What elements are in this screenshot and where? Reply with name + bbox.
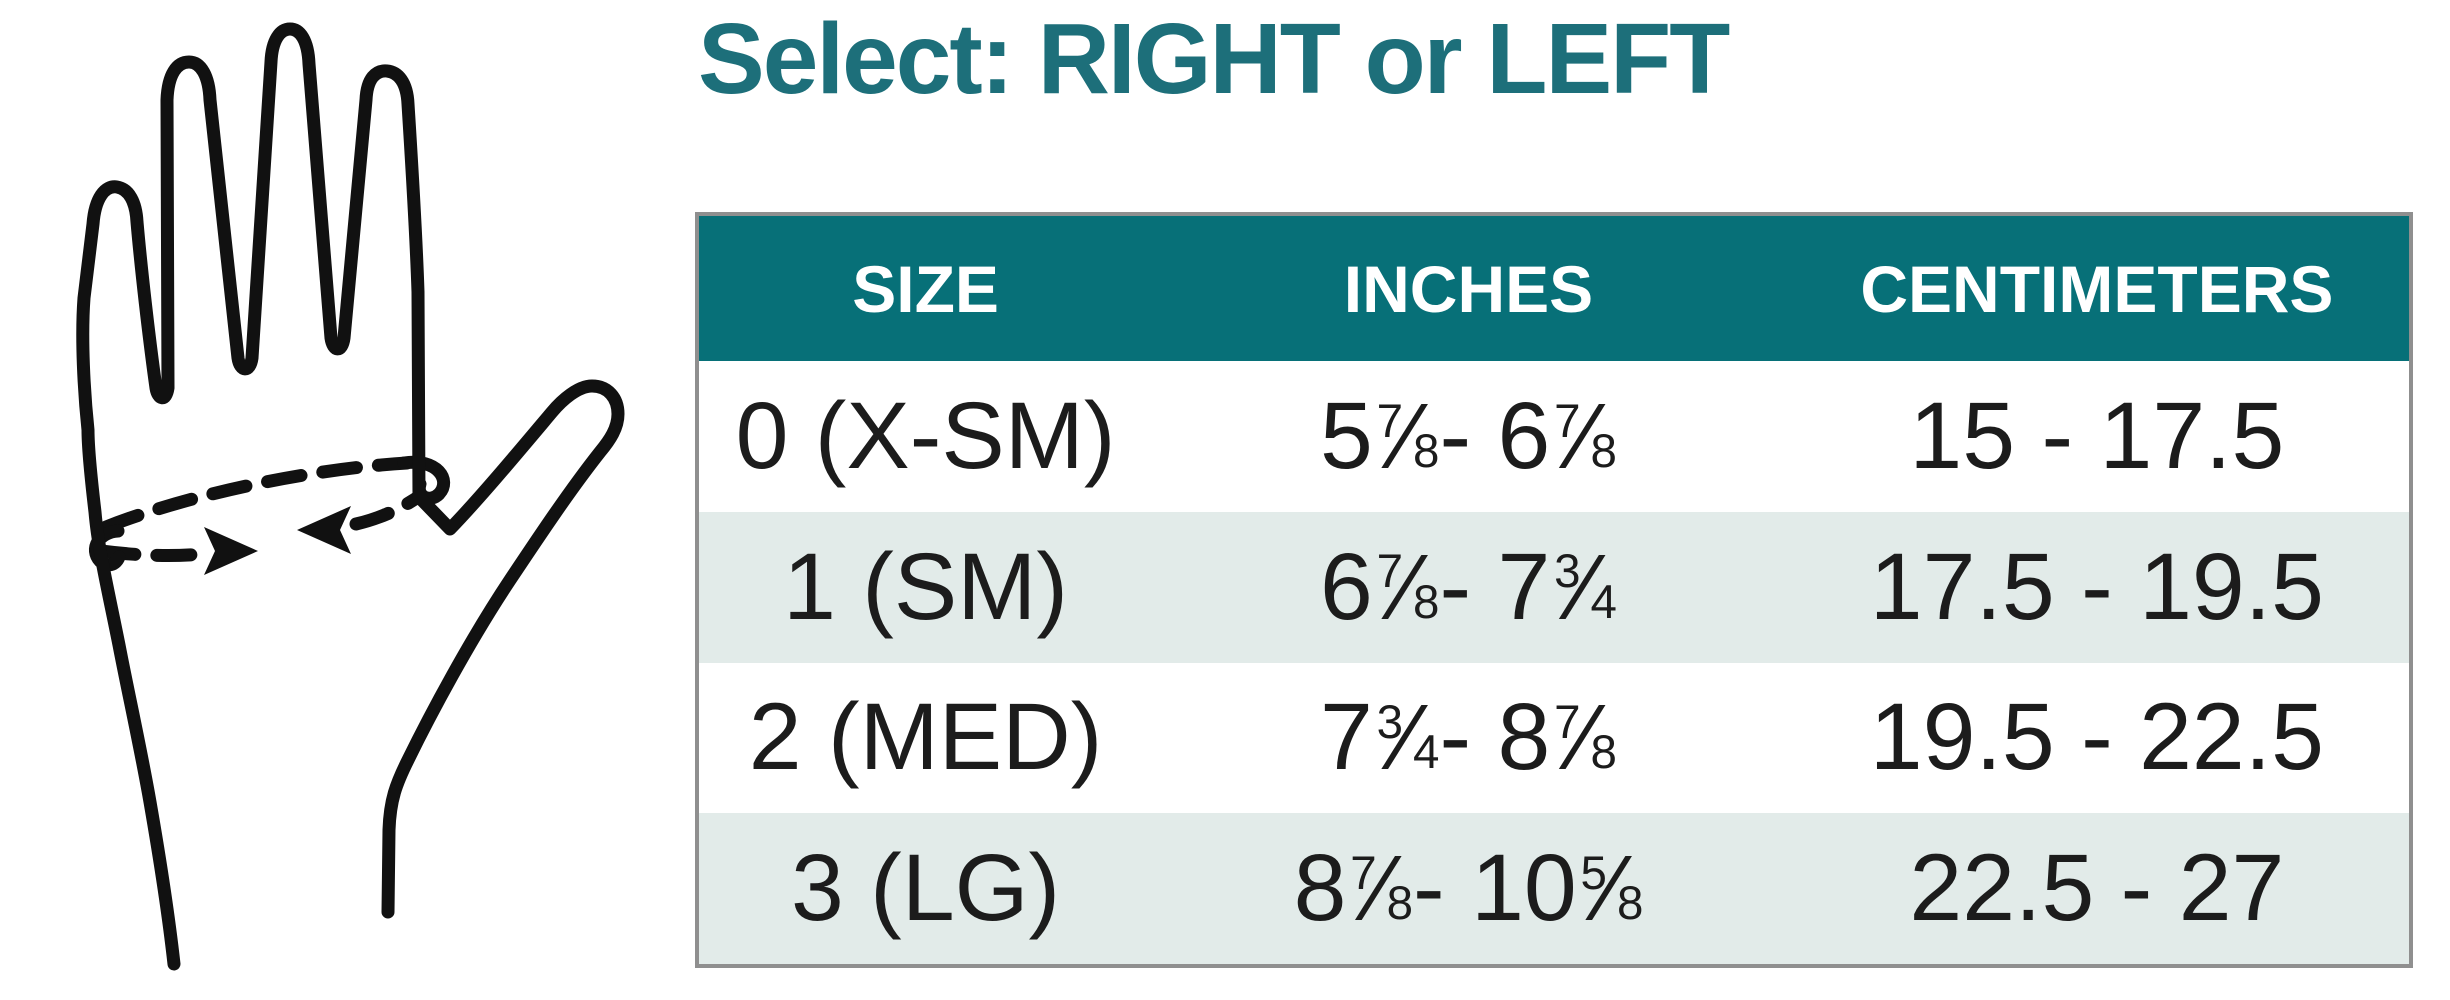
- fraction: 5⁄8: [1580, 836, 1644, 941]
- page-title: Select: RIGHT or LEFT: [698, 3, 1730, 115]
- cell-centimeters-row0: 15 - 17.5: [1784, 361, 2409, 512]
- header-cell-centimeters: CENTIMETERS: [1784, 216, 2409, 361]
- header-cell-inches: INCHES: [1152, 216, 1785, 361]
- fraction: 7⁄8: [1376, 383, 1440, 488]
- cell-size-row1: 1 (SM): [699, 511, 1153, 663]
- size-table: SIZE INCHES CENTIMETERS 0 (X-SM) 5 7⁄8 - …: [695, 212, 2413, 968]
- fraction: 7⁄8: [1376, 534, 1440, 639]
- cell-inches-row0: 5 7⁄8 - 6 7⁄8: [1152, 361, 1785, 512]
- cell-size-row2: 2 (MED): [699, 662, 1153, 814]
- cell-inches-row1: 6 7⁄8 - 7 3⁄4: [1152, 511, 1785, 663]
- measure-line-lower-right: [349, 488, 428, 531]
- fraction: 3⁄4: [1554, 534, 1617, 639]
- hand-measurement-illustration: [76, 22, 625, 971]
- fraction: 7⁄8: [1554, 685, 1617, 790]
- left-arrowhead-icon: [297, 506, 351, 554]
- fraction: 7⁄8: [1350, 836, 1414, 941]
- cell-centimeters-row2: 19.5 - 22.5: [1784, 662, 2409, 814]
- hand-outline-path: [76, 22, 625, 971]
- cell-size-row3: 3 (LG): [699, 813, 1153, 964]
- cell-size-row0: 0 (X-SM): [699, 361, 1153, 512]
- cell-inches-row2: 7 3⁄4 - 8 7⁄8: [1152, 662, 1785, 814]
- cell-centimeters-row1: 17.5 - 19.5: [1784, 511, 2409, 663]
- measure-line-upper-arc: [99, 456, 414, 534]
- fraction: 7⁄8: [1554, 383, 1617, 488]
- cell-centimeters-row3: 22.5 - 27: [1784, 813, 2409, 964]
- cell-inches-row3: 8 7⁄8 - 10 5⁄8: [1152, 813, 1785, 964]
- measure-line-lower-left: [94, 544, 218, 562]
- header-cell-size: SIZE: [699, 216, 1153, 361]
- fraction: 3⁄4: [1376, 685, 1440, 790]
- right-arrowhead-icon: [204, 527, 258, 575]
